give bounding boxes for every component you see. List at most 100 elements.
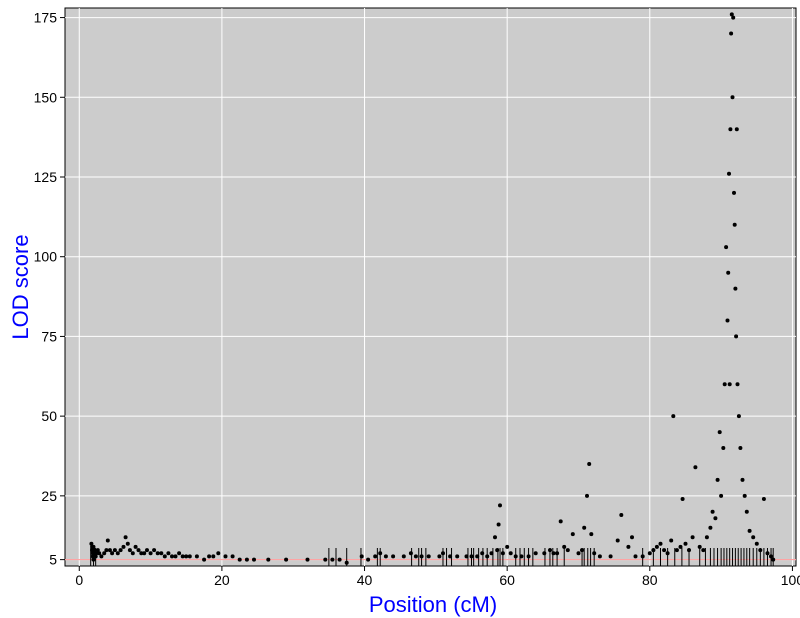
- data-point-91: [526, 554, 531, 559]
- data-point-135: [710, 509, 715, 514]
- data-point-99: [565, 548, 570, 553]
- data-point-168: [765, 551, 770, 556]
- data-point-42: [184, 554, 189, 559]
- data-point-128: [687, 548, 691, 553]
- data-point-34: [155, 551, 160, 556]
- data-point-9: [91, 557, 96, 562]
- data-point-149: [729, 12, 734, 17]
- data-point-28: [136, 548, 141, 553]
- data-point-61: [359, 554, 364, 559]
- data-point-131: [697, 544, 702, 549]
- data-point-29: [139, 551, 144, 556]
- data-point-18: [110, 551, 115, 556]
- data-point-137: [715, 477, 720, 482]
- data-point-81: [489, 551, 494, 556]
- data-point-150: [730, 95, 735, 100]
- data-point-76: [464, 554, 469, 559]
- x-tick-label-0: 0: [75, 572, 83, 588]
- data-point-50: [230, 554, 235, 559]
- data-point-120: [662, 548, 667, 553]
- data-point-104: [585, 493, 589, 498]
- data-point-95: [551, 551, 556, 556]
- data-point-5: [91, 544, 96, 549]
- data-point-153: [732, 222, 737, 227]
- data-point-70: [419, 554, 424, 559]
- y-tick-label-2: 50: [41, 408, 57, 424]
- data-point-8: [93, 554, 98, 559]
- data-point-97: [558, 519, 563, 524]
- data-point-22: [121, 544, 126, 549]
- data-point-138: [717, 430, 722, 435]
- data-point-158: [736, 414, 741, 419]
- data-point-66: [391, 554, 396, 559]
- data-point-107: [592, 551, 597, 556]
- x-tick-label-1: 20: [214, 572, 230, 588]
- data-point-65: [383, 554, 388, 559]
- data-point-90: [519, 554, 524, 559]
- data-point-38: [170, 554, 174, 559]
- data-point-93: [542, 551, 547, 556]
- data-point-119: [658, 541, 663, 546]
- data-point-39: [173, 554, 178, 559]
- data-point-79: [480, 551, 485, 556]
- data-point-67: [401, 554, 406, 559]
- data-point-152: [732, 190, 736, 195]
- data-point-121: [665, 551, 670, 556]
- data-point-72: [437, 554, 442, 559]
- data-point-87: [505, 544, 510, 549]
- data-point-6: [92, 548, 97, 553]
- data-point-143: [725, 318, 730, 323]
- data-point-166: [758, 548, 763, 553]
- data-point-17: [107, 548, 112, 553]
- x-tick-label-2: 40: [357, 572, 373, 588]
- data-point-96: [555, 551, 560, 556]
- data-point-86: [500, 551, 505, 556]
- data-point-41: [180, 554, 185, 559]
- data-point-113: [630, 535, 634, 540]
- data-point-130: [693, 465, 698, 470]
- data-point-69: [413, 554, 418, 559]
- data-point-123: [671, 414, 676, 419]
- rug-marks: [90, 548, 774, 566]
- data-point-64: [378, 551, 383, 556]
- data-point-58: [330, 557, 335, 562]
- data-point-151: [731, 15, 736, 20]
- data-point-11: [95, 548, 100, 553]
- data-point-156: [734, 127, 739, 132]
- plot-area: [64, 7, 797, 567]
- data-point-52: [244, 557, 249, 562]
- data-point-116: [647, 551, 652, 556]
- data-point-26: [130, 551, 135, 556]
- data-point-0: [89, 541, 94, 546]
- y-tick-label-1: 25: [41, 488, 57, 504]
- data-point-94: [548, 548, 552, 553]
- data-point-114: [633, 554, 638, 559]
- data-point-134: [708, 525, 713, 530]
- data-point-148: [729, 31, 734, 36]
- data-point-54: [266, 557, 271, 562]
- data-point-170: [771, 557, 776, 562]
- data-point-155: [734, 334, 739, 339]
- data-point-167: [761, 497, 766, 501]
- data-point-56: [305, 557, 310, 562]
- data-point-14: [102, 551, 107, 556]
- data-point-71: [426, 554, 431, 559]
- data-point-19: [112, 548, 117, 553]
- y-axis-title: LOD score: [8, 234, 33, 339]
- data-point-21: [118, 548, 123, 553]
- data-point-16: [105, 538, 110, 543]
- data-point-51: [237, 557, 242, 562]
- data-point-159: [738, 446, 743, 450]
- x-axis-ticks: 0 20 40 60 80 100: [75, 566, 800, 588]
- data-point-146: [727, 382, 732, 387]
- data-point-154: [733, 286, 738, 291]
- data-point-122: [669, 538, 674, 543]
- data-point-88: [508, 551, 513, 556]
- data-point-136: [713, 516, 718, 521]
- data-point-53: [252, 557, 256, 562]
- data-point-165: [754, 541, 759, 546]
- y-tick-label-3: 75: [41, 328, 57, 344]
- grid-lines: [65, 8, 796, 566]
- data-point-117: [651, 548, 656, 553]
